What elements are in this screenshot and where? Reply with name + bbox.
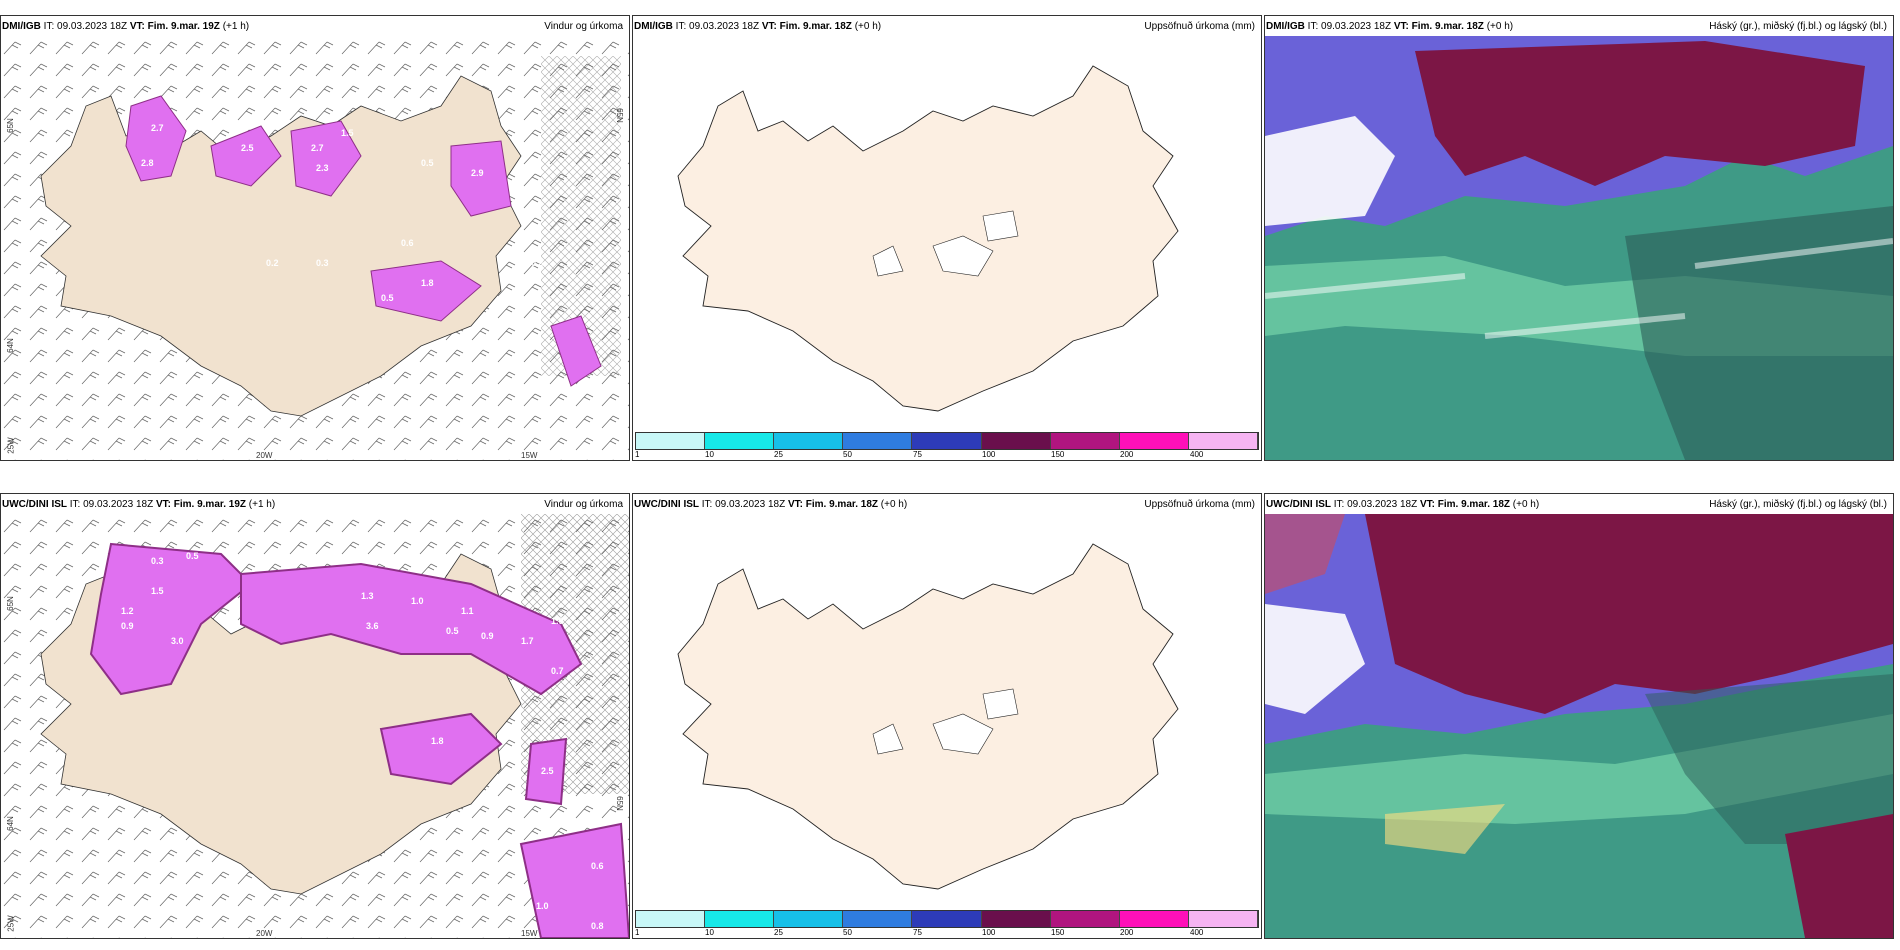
svg-text:1.5: 1.5 [341, 128, 354, 138]
lat-label: 65N [5, 596, 15, 611]
svg-text:0.3: 0.3 [531, 258, 544, 268]
svg-text:0.2: 0.2 [266, 258, 279, 268]
panel-title: Uppsöfnuð úrkoma (mm) [1144, 499, 1255, 510]
model-label: UWC/DINI ISL [634, 499, 699, 510]
colorbar-swatch [636, 911, 706, 927]
lat-label: 65N [5, 118, 15, 133]
iceland-landmass [677, 543, 1179, 890]
svg-text:0.6: 0.6 [591, 861, 604, 871]
svg-text:1.1: 1.1 [461, 606, 474, 616]
panel-dmi-clouds: DMI/IGB IT: 09.03.2023 18Z VT: Fim. 9.ma… [1264, 15, 1894, 461]
wind-precip-map: 0.3 0.5 1.5 1.2 0.9 3.0 1.3 3.6 1.0 0.5 … [1, 514, 629, 938]
svg-text:0.5: 0.5 [421, 158, 434, 168]
svg-text:2.9: 2.9 [471, 168, 484, 178]
svg-text:1.0: 1.0 [411, 596, 424, 606]
panel-title: Vindur og úrkoma [544, 499, 623, 510]
svg-text:1.8: 1.8 [431, 736, 444, 746]
precip-areas [125, 95, 602, 387]
panel-dmi-accum-precip: DMI/IGB IT: 09.03.2023 18Z VT: Fim. 9.ma… [632, 15, 1262, 461]
panel-header: DMI/IGB IT: 09.03.2023 18Z VT: Fim. 9.ma… [2, 17, 623, 37]
lat-label: 65N [615, 796, 625, 811]
glacier [872, 723, 904, 755]
model-label: UWC/DINI ISL [2, 499, 67, 510]
svg-text:2.8: 2.8 [141, 158, 154, 168]
svg-text:0.3: 0.3 [316, 258, 329, 268]
cloud-cover-map [1265, 514, 1893, 938]
iceland-landmass [677, 65, 1179, 412]
glacier [982, 688, 1019, 720]
lon-label: 25W [6, 437, 16, 454]
lon-label: 20W [256, 929, 273, 938]
glacier [932, 713, 994, 755]
svg-text:1.9: 1.9 [551, 616, 564, 626]
precip-areas [89, 542, 629, 938]
panel-title: Háský (gr.), miðský (fj.bl.) og lágský (… [1709, 21, 1887, 32]
colorbar [635, 910, 1259, 928]
lon-label: 20W [256, 451, 273, 460]
svg-text:0.6: 0.6 [401, 238, 414, 248]
colorbar-ticks: 1 10 25 50 75 100 150 200 400 [635, 450, 1204, 459]
lat-label: 64N [5, 338, 15, 353]
panel-header: UWC/DINI ISL IT: 09.03.2023 18Z VT: Fim.… [1266, 495, 1887, 515]
cloud-cover-map [1265, 36, 1893, 460]
svg-text:0.7: 0.7 [551, 666, 564, 676]
colorbar-ticks: 1 10 25 50 75 100 150 200 400 [635, 928, 1204, 937]
wind-precip-map: 2.7 2.8 2.5 2.7 2.3 1.5 0.5 2.9 1.8 0.5 … [1, 36, 629, 460]
lat-label: 64N [5, 816, 15, 831]
svg-text:2.3: 2.3 [316, 163, 329, 173]
svg-text:0.5: 0.5 [186, 551, 199, 561]
panel-uwc-accum-precip: UWC/DINI ISL IT: 09.03.2023 18Z VT: Fim.… [632, 493, 1262, 939]
panel-dmi-wind-precip: DMI/IGB IT: 09.03.2023 18Z VT: Fim. 9.ma… [0, 15, 630, 461]
model-label: UWC/DINI ISL [1266, 499, 1331, 510]
precip-value: 0.3 [151, 556, 164, 566]
panel-title: Háský (gr.), miðský (fj.bl.) og lágský (… [1709, 499, 1887, 510]
svg-text:2.7: 2.7 [311, 143, 324, 153]
svg-text:3.0: 3.0 [171, 636, 184, 646]
svg-text:1.8: 1.8 [421, 278, 434, 288]
svg-text:0.9: 0.9 [481, 631, 494, 641]
model-label: DMI/IGB [2, 21, 41, 32]
precip-value: 2.7 [151, 123, 164, 133]
svg-text:3.6: 3.6 [366, 621, 379, 631]
panel-header: DMI/IGB IT: 09.03.2023 18Z VT: Fim. 9.ma… [634, 17, 1255, 37]
panel-header: UWC/DINI ISL IT: 09.03.2023 18Z VT: Fim.… [634, 495, 1255, 515]
accum-precip-map [633, 514, 1261, 904]
lon-label: 15W [521, 929, 538, 938]
svg-text:0.5: 0.5 [446, 626, 459, 636]
svg-text:1.5: 1.5 [151, 586, 164, 596]
panel-title: Uppsöfnuð úrkoma (mm) [1144, 21, 1255, 32]
panel-uwc-wind-precip: UWC/DINI ISL IT: 09.03.2023 18Z VT: Fim.… [0, 493, 630, 939]
colorbar-swatch [636, 433, 706, 449]
model-label: DMI/IGB [634, 21, 673, 32]
accum-precip-map [633, 36, 1261, 426]
panel-header: UWC/DINI ISL IT: 09.03.2023 18Z VT: Fim.… [2, 495, 623, 515]
svg-text:1.3: 1.3 [361, 591, 374, 601]
svg-text:1.2: 1.2 [121, 606, 134, 616]
svg-text:0.9: 0.9 [121, 621, 134, 631]
glacier [872, 245, 904, 277]
glacier [932, 235, 994, 277]
lon-label: 25W [6, 915, 16, 932]
lon-label: 15W [521, 451, 538, 460]
panel-header: DMI/IGB IT: 09.03.2023 18Z VT: Fim. 9.ma… [1266, 17, 1887, 37]
svg-text:2.5: 2.5 [541, 766, 554, 776]
svg-text:0.8: 0.8 [591, 921, 604, 931]
colorbar [635, 432, 1259, 450]
glacier [982, 210, 1019, 242]
model-label: DMI/IGB [1266, 21, 1305, 32]
svg-text:0.5: 0.5 [381, 293, 394, 303]
panel-uwc-clouds: UWC/DINI ISL IT: 09.03.2023 18Z VT: Fim.… [1264, 493, 1894, 939]
svg-text:2.5: 2.5 [241, 143, 254, 153]
panel-title: Vindur og úrkoma [544, 21, 623, 32]
lat-label: 65N [615, 108, 625, 123]
svg-text:1.0: 1.0 [536, 901, 549, 911]
svg-text:1.7: 1.7 [521, 636, 534, 646]
